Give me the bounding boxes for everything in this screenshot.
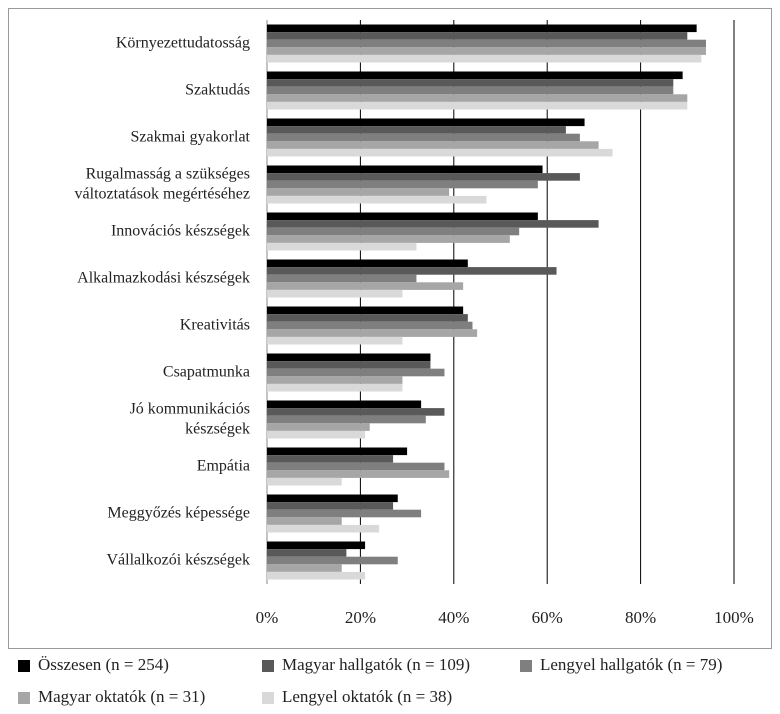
bar (267, 455, 394, 463)
bar (267, 220, 599, 228)
bar (267, 79, 674, 87)
bar (267, 361, 431, 369)
category-label: Meggyőzés képessége (107, 504, 250, 521)
legend-label: Lengyel oktatók (n = 38) (282, 687, 452, 706)
bar (267, 173, 580, 181)
bar (267, 447, 408, 456)
bar (267, 502, 394, 510)
x-tick-label: 60% (532, 608, 563, 627)
bar (267, 423, 370, 431)
bar (267, 188, 450, 196)
bar (267, 289, 403, 298)
bar (267, 195, 487, 204)
x-tick-label: 80% (625, 608, 656, 627)
bar (267, 517, 342, 525)
bar (267, 212, 538, 221)
bar (267, 494, 398, 503)
bar (267, 47, 706, 55)
bar (267, 376, 403, 384)
legend-swatch (262, 692, 274, 704)
bar (267, 541, 366, 550)
bar (267, 282, 464, 290)
bar (267, 336, 403, 345)
bar (267, 126, 566, 134)
bar (267, 564, 342, 572)
bar (267, 556, 398, 565)
bar (267, 415, 426, 424)
bar (267, 242, 417, 251)
bar (267, 368, 445, 377)
category-label: Alkalmazkodási készségek (77, 269, 250, 286)
bar (267, 329, 478, 337)
category-label: Szaktudás (185, 81, 250, 98)
category-label: Kreativitás (180, 316, 250, 333)
bar (267, 141, 599, 149)
bar (267, 259, 468, 268)
category-label: Empátia (197, 457, 250, 474)
bar (267, 54, 702, 63)
bar (267, 118, 585, 127)
bar (267, 314, 468, 322)
x-tick-label: 40% (438, 608, 469, 627)
chart-frame (8, 8, 772, 649)
bar (267, 101, 688, 110)
bar (267, 470, 450, 478)
bar (267, 71, 683, 80)
bar (267, 408, 445, 416)
legend-label: Összesen (n = 254) (38, 655, 169, 674)
category-label: Vállalkozói készségek (107, 551, 251, 568)
bar (267, 353, 431, 362)
bar (267, 148, 613, 157)
bar (267, 227, 520, 236)
bar (267, 462, 445, 471)
bar (267, 24, 697, 33)
bar (267, 165, 543, 174)
bar (267, 400, 422, 409)
bar (267, 32, 688, 40)
category-label: Innovációs készségek (111, 222, 250, 239)
legend-label: Magyar oktatók (n = 31) (38, 687, 205, 706)
legend-swatch (520, 660, 532, 672)
bar (267, 571, 366, 580)
legend-swatch (18, 692, 30, 704)
bar (267, 180, 538, 189)
category-label: Környezettudatosság (116, 34, 250, 51)
category-label: Csapatmunka (163, 363, 250, 380)
x-tick-label: 100% (714, 608, 754, 627)
bar (267, 509, 422, 518)
bar (267, 39, 706, 48)
x-tick-label: 20% (345, 608, 376, 627)
bar (267, 321, 473, 330)
category-label: Rugalmasság a szükséges változtatások meg… (75, 165, 250, 202)
bar (267, 549, 347, 557)
x-tick-label: 0% (256, 608, 279, 627)
legend-swatch (18, 660, 30, 672)
bar (267, 524, 380, 533)
bar (267, 86, 674, 95)
bar (267, 274, 417, 283)
bar (267, 383, 403, 392)
bar (267, 235, 510, 243)
legend-label: Magyar hallgatók (n = 109) (282, 655, 470, 674)
bar (267, 267, 557, 275)
legend-label: Lengyel hallgatók (n = 79) (540, 655, 722, 674)
legend-swatch (262, 660, 274, 672)
category-label: Jó kommunikációs készségek (130, 400, 250, 437)
bar (267, 306, 464, 315)
bar (267, 477, 342, 486)
bar (267, 430, 366, 439)
bar (267, 133, 580, 142)
category-label: Szakmai gyakorlat (130, 128, 250, 145)
bar (267, 94, 688, 102)
